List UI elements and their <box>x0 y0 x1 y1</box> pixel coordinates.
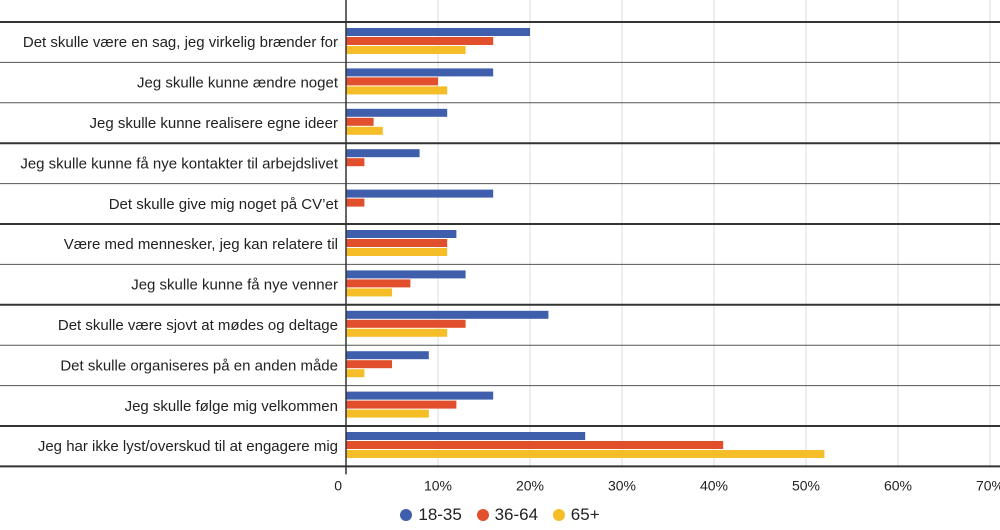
category-label: Jeg skulle kunne få nye venner <box>131 277 338 294</box>
legend-item-36-64: 36-64 <box>476 505 539 525</box>
category-label: Jeg skulle kunne få nye kontakter til ar… <box>20 155 339 172</box>
bar <box>346 126 383 135</box>
bar <box>346 432 586 440</box>
category-label: Være med mennesker, jeg kan relatere til <box>64 236 338 253</box>
legend-item-18-35: 18-35 <box>400 505 462 525</box>
legend-swatch <box>400 509 413 521</box>
bar <box>346 288 392 297</box>
bar <box>346 37 494 45</box>
category-label: Det skulle organiseres på en anden måde <box>60 357 338 374</box>
x-tick-label: 20% <box>516 477 544 493</box>
bar <box>346 328 448 337</box>
bar <box>346 230 457 238</box>
bar <box>346 351 429 360</box>
bar <box>346 189 494 198</box>
category-label: Jeg skulle kunne ændre noget <box>137 75 339 92</box>
bar-chart: Det skulle være en sag, jeg virkelig bræ… <box>0 0 1000 493</box>
bar <box>346 319 466 328</box>
bar <box>346 391 494 400</box>
bar <box>346 77 438 86</box>
bar <box>346 248 448 256</box>
legend-label: 65+ <box>570 505 600 524</box>
category-label: Det skulle være sjovt at mødes og deltag… <box>58 317 338 334</box>
x-tick-label: 70% <box>976 477 1000 493</box>
bar <box>346 270 466 279</box>
legend-label: 36-64 <box>494 505 539 524</box>
category-label: Jeg skulle kunne realisere egne ideer <box>90 115 339 132</box>
bar <box>346 68 494 77</box>
legend-swatch <box>476 509 489 521</box>
bar <box>346 441 724 449</box>
x-tick-label: 0 <box>334 477 342 493</box>
bar <box>346 279 411 288</box>
bar <box>346 369 365 378</box>
x-tick-label: 40% <box>700 477 728 493</box>
bar <box>346 409 429 418</box>
bar <box>346 158 365 167</box>
category-label: Jeg skulle følge mig velkommen <box>125 398 338 415</box>
bar <box>346 400 457 409</box>
bar <box>346 360 392 369</box>
bar <box>346 239 448 247</box>
bar <box>346 149 420 158</box>
x-tick-label: 10% <box>424 477 452 493</box>
category-label: Jeg har ikke lyst/overskud til at engage… <box>38 438 338 455</box>
x-tick-label: 60% <box>884 477 912 493</box>
bar <box>346 450 825 458</box>
category-label: Det skulle give mig noget på CV’et <box>109 196 339 213</box>
bar <box>346 310 549 319</box>
bar <box>346 28 530 36</box>
bar <box>346 108 448 117</box>
bar <box>346 46 466 54</box>
legend: 18-35 36-64 65+ <box>0 505 1000 526</box>
legend-swatch <box>552 509 565 521</box>
x-tick-label: 50% <box>792 477 820 493</box>
legend-item-65-plus: 65+ <box>552 505 600 525</box>
bar <box>346 198 365 207</box>
x-tick-label: 30% <box>608 477 636 493</box>
category-label: Det skulle være en sag, jeg virkelig bræ… <box>23 34 338 51</box>
bar <box>346 117 374 126</box>
legend-label: 18-35 <box>418 505 462 524</box>
bar <box>346 86 448 95</box>
